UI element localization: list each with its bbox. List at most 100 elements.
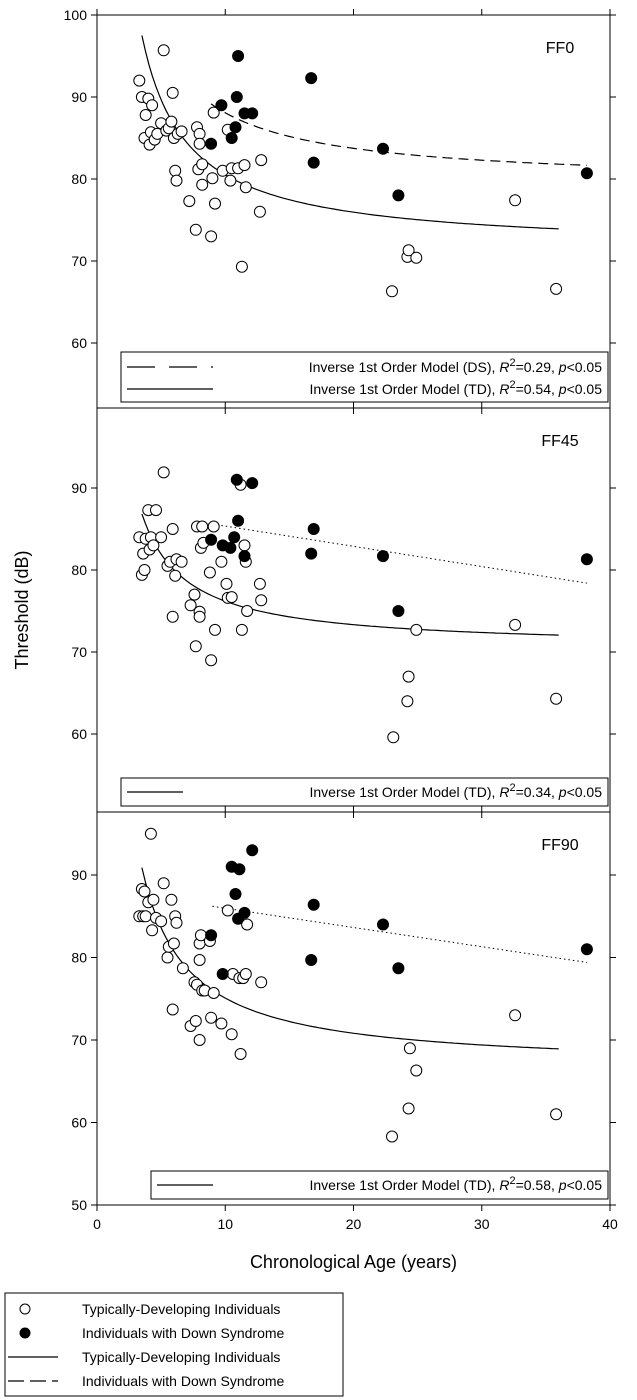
main-legend-label: Typically-Developing Individuals bbox=[82, 1349, 280, 1365]
td-point bbox=[235, 260, 248, 273]
y-tick-label: 70 bbox=[71, 1032, 87, 1048]
x-tick-label: 30 bbox=[474, 1216, 490, 1232]
td-point bbox=[255, 154, 268, 167]
x-tick-label: 20 bbox=[346, 1216, 362, 1232]
td-point bbox=[203, 566, 216, 579]
td-point bbox=[196, 520, 209, 533]
td-point bbox=[189, 640, 202, 653]
td-point bbox=[386, 1130, 398, 1143]
td-point bbox=[169, 569, 182, 582]
td-point bbox=[550, 1108, 563, 1121]
td-point bbox=[193, 954, 206, 966]
td-point bbox=[183, 195, 196, 208]
td-point bbox=[241, 605, 254, 617]
panel-title: FF90 bbox=[541, 837, 578, 854]
td-point bbox=[550, 692, 563, 705]
ds-point bbox=[377, 918, 389, 931]
panel-legend-box bbox=[150, 1170, 609, 1200]
fit-line-td bbox=[141, 513, 559, 636]
fit-line-ds bbox=[212, 523, 587, 584]
td-point bbox=[253, 577, 266, 590]
td-point bbox=[403, 1042, 416, 1055]
td-point bbox=[138, 564, 151, 576]
td-point bbox=[165, 893, 178, 906]
td-point bbox=[550, 282, 563, 295]
panel-legend-box bbox=[120, 351, 609, 403]
panel-ff45: 90 80 70 60 FF45 Inverse 1st Order Model (TD)… bbox=[71, 402, 616, 818]
ds-point bbox=[246, 477, 259, 490]
td-point bbox=[255, 594, 268, 607]
td-point bbox=[139, 109, 152, 121]
legend-p-value: <0.05 bbox=[567, 1177, 603, 1193]
ds-point bbox=[377, 550, 389, 563]
td-point bbox=[410, 1064, 423, 1077]
td-point bbox=[138, 885, 151, 898]
legend-p-value: <0.05 bbox=[567, 784, 603, 800]
td-point bbox=[193, 137, 206, 150]
panel-ff0: 100 90 80 70 60 FF0 Inverse 1st Order Model (D… bbox=[64, 7, 616, 414]
y-tick-label: 80 bbox=[71, 950, 87, 966]
td-point bbox=[155, 915, 168, 928]
legend-entry-text: Inverse 1st Order Model (TD), R2=0.58, p… bbox=[309, 1175, 602, 1193]
td-point bbox=[205, 230, 218, 243]
td-point bbox=[166, 86, 179, 99]
y-tick-label: 90 bbox=[71, 867, 87, 883]
td-point bbox=[193, 610, 206, 623]
td-point bbox=[188, 588, 201, 601]
td-point bbox=[170, 174, 183, 187]
td-point bbox=[509, 618, 522, 631]
td-point bbox=[161, 951, 174, 964]
legend-r2-value: =0.58, bbox=[516, 1177, 559, 1193]
y-tick-label: 90 bbox=[71, 89, 87, 105]
panel-legend-box bbox=[120, 777, 609, 807]
ds-point bbox=[233, 863, 246, 876]
td-point bbox=[166, 610, 179, 623]
legend-r2-sup: 2 bbox=[509, 782, 515, 794]
legend-r2-label: R bbox=[499, 1177, 509, 1193]
x-axis-title: Chronological Age (years) bbox=[250, 1252, 457, 1272]
ds-point bbox=[229, 121, 242, 134]
legend-entry-text: Inverse 1st Order Model (TD), R2=0.54, p… bbox=[309, 379, 602, 397]
td-point bbox=[169, 164, 182, 177]
td-point bbox=[150, 504, 162, 517]
td-point bbox=[253, 205, 266, 218]
td-point bbox=[167, 937, 180, 950]
td-point bbox=[402, 244, 415, 257]
td-point bbox=[401, 695, 414, 708]
panel-frame bbox=[96, 407, 611, 813]
ds-point bbox=[580, 553, 593, 566]
td-point bbox=[155, 531, 168, 544]
td-point bbox=[170, 916, 183, 929]
td-point bbox=[402, 670, 415, 683]
td-point bbox=[175, 555, 188, 568]
ds-point bbox=[377, 142, 389, 155]
td-point bbox=[207, 987, 220, 999]
fit-line-td bbox=[141, 35, 559, 230]
ds-point bbox=[246, 107, 259, 120]
td-point bbox=[147, 539, 160, 552]
ds-point bbox=[216, 968, 229, 980]
ds-point bbox=[238, 906, 251, 919]
ds-point bbox=[392, 189, 405, 202]
legend-r2-label: R bbox=[499, 381, 509, 397]
legend-p-label: p bbox=[558, 381, 567, 397]
td-point bbox=[239, 181, 252, 194]
legend-p-value: <0.05 bbox=[567, 359, 603, 375]
td-point bbox=[238, 539, 251, 552]
td-point bbox=[205, 654, 218, 667]
td-point bbox=[189, 223, 202, 236]
legend-open-circle-icon bbox=[19, 1303, 31, 1315]
td-point bbox=[209, 623, 221, 636]
panel-title: FF0 bbox=[546, 40, 575, 57]
td-point bbox=[146, 99, 159, 112]
td-point bbox=[209, 197, 221, 210]
td-point bbox=[238, 159, 251, 172]
fit-line-ds bbox=[210, 103, 587, 166]
legend-entry-text: Inverse 1st Order Model (DS), R2=0.29, p… bbox=[309, 357, 603, 375]
ds-point bbox=[228, 531, 241, 544]
legend-filled-circle-icon bbox=[19, 1327, 31, 1339]
ds-point bbox=[392, 605, 405, 617]
panel-ff90: 90 80 70 60 50 FF90 Inverse 1st Order Model (T… bbox=[71, 806, 616, 1213]
panel-legend: Inverse 1st Order Model (DS), R2=0.29, p… bbox=[120, 351, 609, 403]
